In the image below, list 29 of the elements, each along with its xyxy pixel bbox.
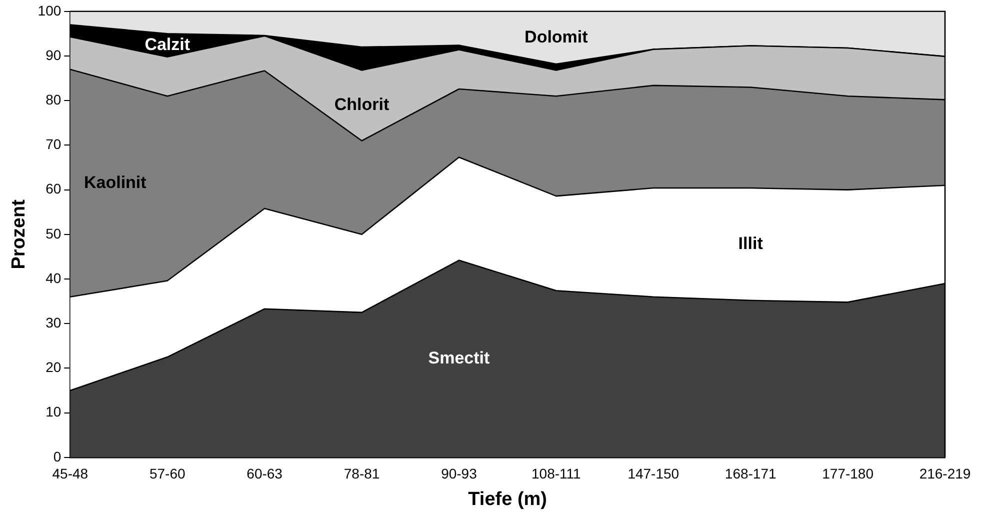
y-tick-label: 40 bbox=[46, 270, 62, 286]
series-label: Calzit bbox=[144, 34, 190, 54]
x-axis-title: Tiefe (m) bbox=[468, 488, 547, 510]
y-axis-title: Prozent bbox=[8, 198, 30, 270]
series-label: Chlorit bbox=[334, 95, 390, 114]
y-tick-label: 90 bbox=[46, 46, 62, 63]
x-tick-label: 147-150 bbox=[628, 466, 680, 482]
y-tick-label: 100 bbox=[38, 2, 62, 18]
x-tick-label: 90-93 bbox=[441, 466, 478, 482]
x-tick-label: 78-81 bbox=[344, 466, 380, 482]
x-tick-label: 168-171 bbox=[724, 466, 776, 482]
x-tick-label: 60-63 bbox=[246, 466, 283, 482]
y-tick-label: 0 bbox=[53, 448, 62, 464]
series-label: Smectit bbox=[428, 348, 490, 368]
y-tick-label: 70 bbox=[46, 136, 62, 152]
x-tick-label: 177-180 bbox=[822, 466, 874, 482]
series-label: Kaolinit bbox=[84, 172, 147, 192]
y-tick-label: 50 bbox=[46, 225, 62, 242]
series-label: Illit bbox=[738, 234, 764, 253]
series-label: Dolomit bbox=[524, 27, 588, 46]
y-tick-label: 60 bbox=[46, 180, 62, 197]
x-tick-label: 216-219 bbox=[919, 466, 971, 482]
y-tick-label: 10 bbox=[46, 404, 62, 420]
y-tick-label: 80 bbox=[46, 91, 62, 108]
x-tick-label: 45-48 bbox=[52, 466, 88, 482]
x-tick-label: 57-60 bbox=[149, 466, 186, 482]
y-tick-label: 20 bbox=[46, 359, 62, 376]
x-tick-label: 108-111 bbox=[532, 466, 582, 482]
y-tick-label: 30 bbox=[46, 314, 62, 330]
